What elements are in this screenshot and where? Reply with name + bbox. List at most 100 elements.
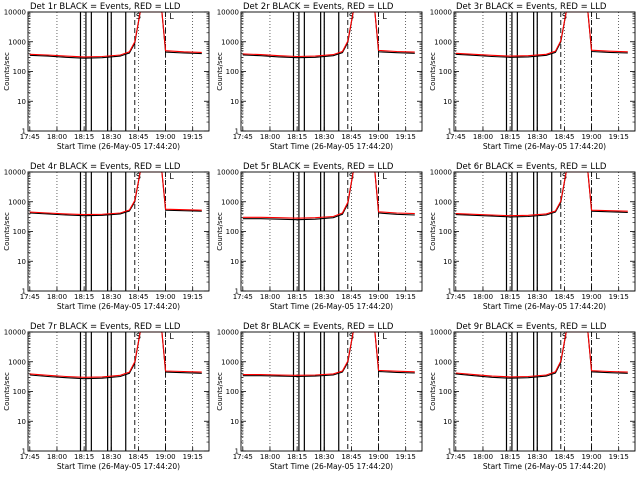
x-tick-label: 18:45 (128, 133, 148, 141)
y-tick-label: 10 (230, 418, 239, 426)
x-tick-label: 18:00 (260, 453, 280, 461)
x-tick-label: 17:45 (233, 133, 253, 141)
y-tick-label: 100 (13, 68, 26, 76)
x-tick-label: 19:00 (368, 293, 388, 301)
x-tick-label: 18:30 (527, 453, 547, 461)
y-tick-label: 1000 (8, 198, 26, 206)
x-tick-label: 17:45 (446, 453, 466, 461)
x-axis-label: Start Time (26-May-05 17:44:20) (57, 302, 180, 311)
y-tick-label: 10 (17, 98, 26, 106)
y-tick-label: 1000 (434, 38, 452, 46)
x-tick-label: 17:45 (446, 133, 466, 141)
y-tick-label: 1 (235, 448, 239, 456)
y-tick-label: 1 (235, 128, 239, 136)
x-tick-label: 19:00 (581, 133, 601, 141)
marker-label: S (136, 12, 141, 21)
marker-label: S (136, 332, 141, 341)
y-tick-label: 10 (17, 258, 26, 266)
x-tick-label: 18:30 (101, 293, 121, 301)
y-axis-label: Counts/sec (216, 52, 224, 91)
y-tick-label: 10000 (430, 329, 452, 337)
x-tick-label: 18:45 (554, 133, 574, 141)
y-tick-label: 100 (13, 228, 26, 236)
panel-title: Det 7r BLACK = Events, RED = LLD (30, 322, 181, 332)
detector-panel: Det 2r BLACK = Events, RED = LLD Counts/s… (216, 2, 423, 151)
panel-title: Det 1r BLACK = Events, RED = LLD (30, 2, 181, 12)
detector-panel: Det 4r BLACK = Events, RED = LLD Counts/s… (3, 162, 210, 311)
x-tick-label: 18:15 (287, 453, 307, 461)
x-tick-label: 19:00 (155, 293, 175, 301)
x-axis-label: Start Time (26-May-05 17:44:20) (270, 142, 393, 151)
y-tick-label: 10000 (4, 169, 26, 177)
x-tick-label: 18:30 (314, 293, 334, 301)
x-tick-label: 17:45 (233, 453, 253, 461)
y-tick-label: 1 (448, 288, 452, 296)
y-axis-label: Counts/sec (216, 212, 224, 251)
detector-panel: Det 7r BLACK = Events, RED = LLD Counts/s… (3, 322, 210, 471)
plot-frame (27, 171, 210, 292)
y-tick-label: 1 (22, 128, 26, 136)
y-tick-label: 1000 (8, 38, 26, 46)
x-tick-label: 18:45 (554, 453, 574, 461)
x-tick-label: 18:30 (314, 133, 334, 141)
series-line (242, 331, 415, 378)
y-tick-label: 10000 (4, 329, 26, 337)
y-axis-label: Counts/sec (429, 212, 437, 251)
y-tick-label: 100 (439, 388, 452, 396)
x-tick-label: 18:45 (341, 453, 361, 461)
series-line (242, 331, 415, 376)
x-tick-label: 18:00 (473, 293, 493, 301)
series-line (29, 171, 202, 216)
series-line (455, 171, 628, 217)
panel-title: Det 8r BLACK = Events, RED = LLD (243, 322, 394, 332)
y-tick-label: 1000 (8, 358, 26, 366)
x-tick-label: 18:15 (287, 293, 307, 301)
y-tick-label: 10000 (217, 329, 239, 337)
x-axis-label: Start Time (26-May-05 17:44:20) (483, 462, 606, 471)
plot-frame (240, 331, 423, 452)
plot-frame (27, 11, 210, 132)
x-tick-label: 18:45 (341, 133, 361, 141)
series-line (242, 171, 415, 219)
y-axis-label: Counts/sec (3, 372, 11, 411)
x-tick-label: 17:45 (20, 293, 40, 301)
x-tick-label: 18:00 (473, 453, 493, 461)
y-tick-label: 10 (230, 98, 239, 106)
x-tick-label: 18:15 (287, 133, 307, 141)
y-tick-label: 1 (448, 448, 452, 456)
marker-label: S (136, 172, 141, 181)
x-tick-label: 18:30 (314, 453, 334, 461)
y-tick-label: 10000 (430, 169, 452, 177)
y-tick-label: 100 (13, 388, 26, 396)
y-tick-label: 1000 (221, 198, 239, 206)
y-tick-label: 1000 (221, 358, 239, 366)
detector-panel: Det 1r BLACK = Events, RED = LLD Counts/s… (3, 2, 210, 151)
x-tick-label: 18:00 (260, 133, 280, 141)
x-tick-label: 18:30 (527, 133, 547, 141)
x-tick-label: 19:15 (183, 453, 203, 461)
series-line (455, 331, 628, 378)
marker-label: S (562, 12, 567, 21)
x-axis-label: Start Time (26-May-05 17:44:20) (57, 462, 180, 471)
panel-title: Det 5r BLACK = Events, RED = LLD (243, 162, 394, 172)
y-tick-label: 1000 (434, 198, 452, 206)
plot-frame (27, 331, 210, 452)
x-tick-label: 18:15 (74, 293, 94, 301)
y-tick-label: 10000 (430, 9, 452, 17)
x-tick-label: 18:15 (74, 453, 94, 461)
x-tick-label: 19:15 (609, 133, 629, 141)
y-tick-label: 10 (230, 258, 239, 266)
x-tick-label: 18:15 (500, 133, 520, 141)
x-tick-label: 18:00 (473, 133, 493, 141)
marker-label: S (562, 332, 567, 341)
y-axis-label: Counts/sec (3, 212, 11, 251)
x-tick-label: 19:00 (368, 133, 388, 141)
detector-panel: Det 8r BLACK = Events, RED = LLD Counts/s… (216, 322, 423, 471)
y-tick-label: 1 (22, 288, 26, 296)
series-line (242, 11, 415, 58)
y-tick-label: 1 (448, 128, 452, 136)
x-tick-label: 19:00 (155, 133, 175, 141)
x-tick-label: 18:30 (527, 293, 547, 301)
series-line (455, 11, 628, 57)
